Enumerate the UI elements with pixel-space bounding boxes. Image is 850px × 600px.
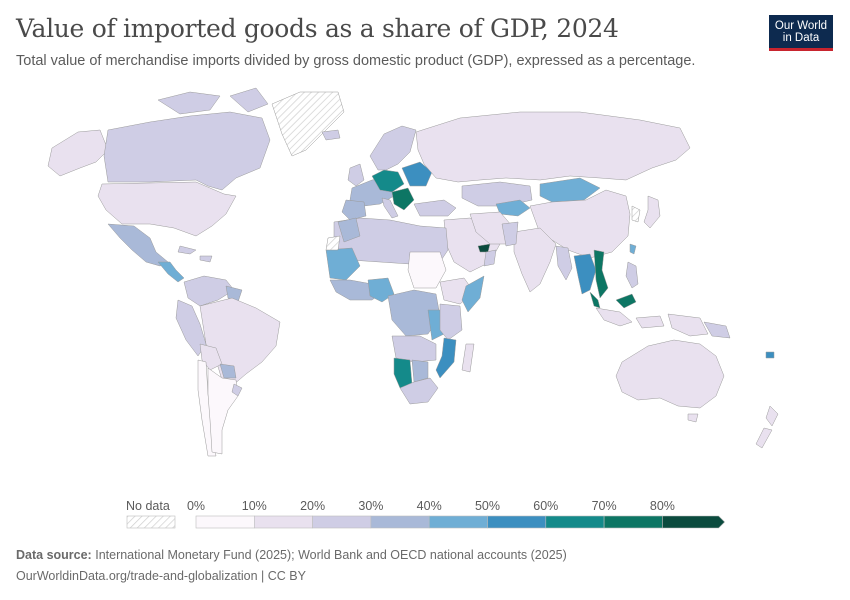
legend-bin-5[interactable] bbox=[487, 515, 547, 529]
region-uruguay[interactable] bbox=[231, 383, 243, 397]
legend-tick-label: 20% bbox=[300, 499, 325, 513]
region-indonesia[interactable] bbox=[595, 307, 709, 337]
region-taiwan[interactable] bbox=[629, 243, 637, 255]
region-canada[interactable] bbox=[103, 111, 271, 191]
region-malaysia[interactable] bbox=[589, 291, 637, 309]
region-new-zealand[interactable] bbox=[755, 405, 779, 449]
legend-bin-0[interactable] bbox=[195, 515, 255, 529]
region-oman[interactable] bbox=[483, 249, 497, 267]
region-eastern-europe[interactable] bbox=[401, 161, 433, 187]
region-canada-arctic[interactable] bbox=[157, 87, 269, 115]
legend-tick-label: 0% bbox=[187, 499, 205, 513]
legend-bin-7[interactable] bbox=[603, 515, 663, 529]
region-india[interactable] bbox=[513, 227, 557, 293]
region-argentina[interactable] bbox=[207, 367, 239, 455]
legend-tick-label: 30% bbox=[358, 499, 383, 513]
chart-title: Value of imported goods as a share of GD… bbox=[16, 14, 619, 43]
legend-tick-label: 40% bbox=[417, 499, 442, 513]
region-iberia[interactable] bbox=[341, 199, 367, 221]
region-bangladesh-myanmar[interactable] bbox=[555, 245, 573, 281]
legend-bin-8[interactable] bbox=[662, 515, 726, 529]
legend-tick-label: 70% bbox=[592, 499, 617, 513]
data-source-label: Data source: bbox=[16, 548, 92, 562]
region-australia[interactable] bbox=[615, 339, 725, 409]
legend-bin-4[interactable] bbox=[428, 515, 488, 529]
region-nigeria[interactable] bbox=[367, 277, 395, 303]
region-uk-ireland[interactable] bbox=[347, 163, 365, 187]
legend-bin-6[interactable] bbox=[545, 515, 605, 529]
region-greenland[interactable] bbox=[271, 91, 345, 157]
region-russia[interactable] bbox=[415, 111, 691, 183]
region-usa[interactable] bbox=[97, 181, 237, 237]
logo-line-1: Our World bbox=[774, 19, 828, 32]
legend-bin-3[interactable] bbox=[370, 515, 430, 529]
region-somalia[interactable] bbox=[461, 275, 485, 313]
region-pakistan[interactable] bbox=[501, 221, 519, 247]
owid-logo[interactable]: Our World in Data bbox=[769, 15, 833, 51]
region-balkans[interactable] bbox=[391, 187, 415, 211]
color-legend: No data 0% 10% 20% 30% 40% 50% 60% 70% 80% bbox=[126, 499, 726, 529]
legend-bin-2[interactable] bbox=[312, 515, 372, 529]
region-alaska[interactable] bbox=[47, 129, 109, 177]
region-madagascar[interactable] bbox=[461, 343, 475, 373]
world-map[interactable] bbox=[0, 0, 850, 500]
region-png[interactable] bbox=[703, 321, 731, 339]
data-source: Data source: International Monetary Fund… bbox=[16, 548, 567, 562]
legend-tick-label: 80% bbox=[650, 499, 675, 513]
legend-tick-label: 60% bbox=[533, 499, 558, 513]
region-iceland[interactable] bbox=[321, 129, 341, 141]
region-east-africa[interactable] bbox=[439, 303, 463, 341]
region-central-europe[interactable] bbox=[371, 169, 405, 193]
region-pacific-islands[interactable] bbox=[765, 351, 775, 359]
region-tasmania[interactable] bbox=[687, 413, 699, 423]
region-caribbean[interactable] bbox=[177, 245, 213, 263]
chart-subtitle: Total value of merchandise imports divid… bbox=[16, 53, 696, 69]
region-scandinavia[interactable] bbox=[369, 125, 417, 171]
region-botswana[interactable] bbox=[411, 359, 429, 383]
data-source-text: International Monetary Fund (2025); Worl… bbox=[95, 548, 567, 562]
region-morocco-algeria[interactable] bbox=[337, 217, 361, 243]
region-paraguay[interactable] bbox=[219, 363, 237, 379]
region-venezuela-colombia[interactable] bbox=[183, 275, 235, 307]
region-thailand[interactable] bbox=[573, 253, 597, 295]
region-italy[interactable] bbox=[381, 197, 399, 219]
legend-no-data-label: No data bbox=[126, 499, 170, 513]
legend-tick-label: 10% bbox=[242, 499, 267, 513]
region-mozambique[interactable] bbox=[435, 337, 457, 379]
region-south-africa[interactable] bbox=[399, 377, 439, 405]
region-korea-japan[interactable] bbox=[631, 205, 641, 223]
region-philippines[interactable] bbox=[625, 261, 639, 289]
source-link[interactable]: OurWorldinData.org/trade-and-globalizati… bbox=[16, 569, 306, 583]
logo-line-2: in Data bbox=[782, 31, 820, 44]
region-japan[interactable] bbox=[643, 195, 661, 229]
region-mauritania-mali[interactable] bbox=[325, 247, 361, 281]
legend-bin-1[interactable] bbox=[254, 515, 313, 529]
region-central-america[interactable] bbox=[157, 261, 185, 283]
region-sudan[interactable] bbox=[407, 251, 447, 289]
region-vietnam[interactable] bbox=[593, 249, 609, 299]
legend-no-data-swatch[interactable] bbox=[126, 515, 176, 529]
legend-tick-label: 50% bbox=[475, 499, 500, 513]
region-turkey[interactable] bbox=[413, 199, 457, 217]
region-western-sahara[interactable] bbox=[325, 235, 341, 251]
